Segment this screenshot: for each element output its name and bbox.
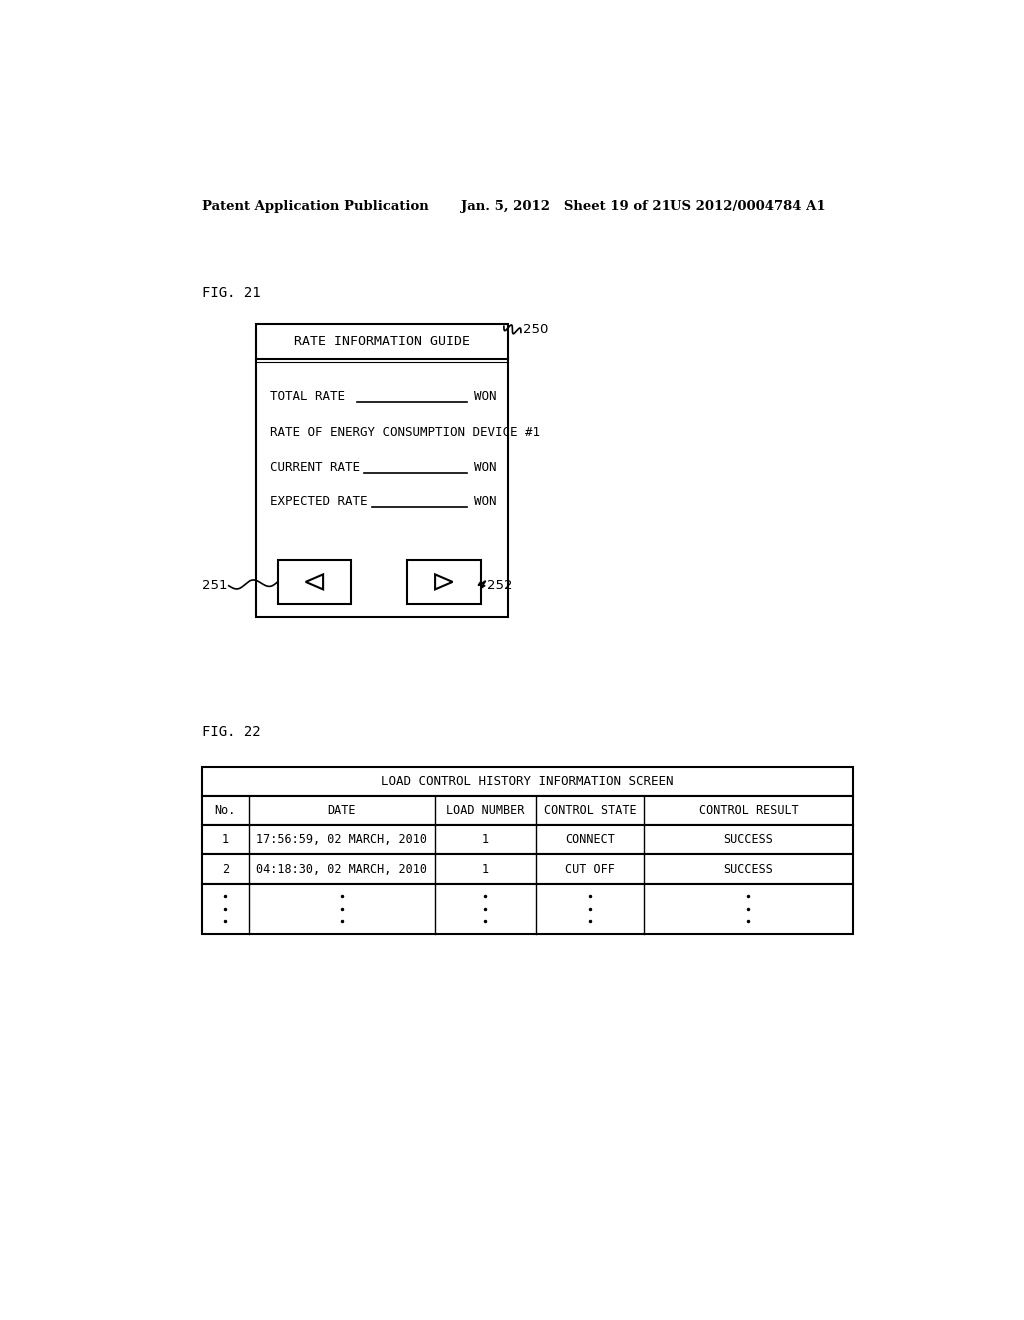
- Text: LOAD CONTROL HISTORY INFORMATION SCREEN: LOAD CONTROL HISTORY INFORMATION SCREEN: [381, 775, 674, 788]
- Text: WON: WON: [474, 461, 496, 474]
- Text: SUCCESS: SUCCESS: [724, 862, 773, 875]
- Bar: [202, 884, 853, 933]
- Text: SUCCESS: SUCCESS: [724, 833, 773, 846]
- Text: 1: 1: [481, 833, 488, 846]
- Text: 252: 252: [486, 579, 512, 593]
- Bar: [278, 560, 351, 605]
- Text: 17:56:59, 02 MARCH, 2010: 17:56:59, 02 MARCH, 2010: [256, 833, 427, 846]
- Bar: [202, 796, 853, 825]
- Text: 1: 1: [222, 833, 229, 846]
- Text: RATE OF ENERGY CONSUMPTION DEVICE #1: RATE OF ENERGY CONSUMPTION DEVICE #1: [270, 426, 540, 440]
- Text: 04:18:30, 02 MARCH, 2010: 04:18:30, 02 MARCH, 2010: [256, 862, 427, 875]
- Text: 251: 251: [202, 579, 227, 593]
- Bar: [202, 767, 853, 796]
- Text: Jan. 5, 2012   Sheet 19 of 21: Jan. 5, 2012 Sheet 19 of 21: [461, 199, 671, 213]
- Text: LOAD NUMBER: LOAD NUMBER: [445, 804, 524, 817]
- Text: DATE: DATE: [328, 804, 356, 817]
- Text: No.: No.: [215, 804, 237, 817]
- Bar: [202, 825, 853, 854]
- Text: 1: 1: [481, 862, 488, 875]
- Text: TOTAL RATE: TOTAL RATE: [270, 389, 345, 403]
- Text: CONTROL RESULT: CONTROL RESULT: [698, 804, 799, 817]
- Text: FIG. 21: FIG. 21: [202, 286, 260, 300]
- Text: WON: WON: [474, 389, 496, 403]
- Bar: [256, 323, 508, 616]
- Text: 250: 250: [523, 323, 549, 335]
- Bar: [407, 560, 480, 605]
- Polygon shape: [435, 574, 453, 590]
- Text: EXPECTED RATE: EXPECTED RATE: [270, 495, 368, 508]
- Polygon shape: [306, 574, 324, 590]
- Text: CONNECT: CONNECT: [565, 833, 614, 846]
- Text: CONTROL STATE: CONTROL STATE: [544, 804, 636, 817]
- Bar: [202, 854, 853, 884]
- Text: Patent Application Publication: Patent Application Publication: [202, 199, 428, 213]
- Text: CUT OFF: CUT OFF: [565, 862, 614, 875]
- Text: WON: WON: [474, 495, 496, 508]
- Text: 2: 2: [222, 862, 229, 875]
- Text: CURRENT RATE: CURRENT RATE: [270, 461, 359, 474]
- Text: FIG. 22: FIG. 22: [202, 725, 260, 739]
- Text: US 2012/0004784 A1: US 2012/0004784 A1: [671, 199, 826, 213]
- Text: RATE INFORMATION GUIDE: RATE INFORMATION GUIDE: [294, 335, 470, 348]
